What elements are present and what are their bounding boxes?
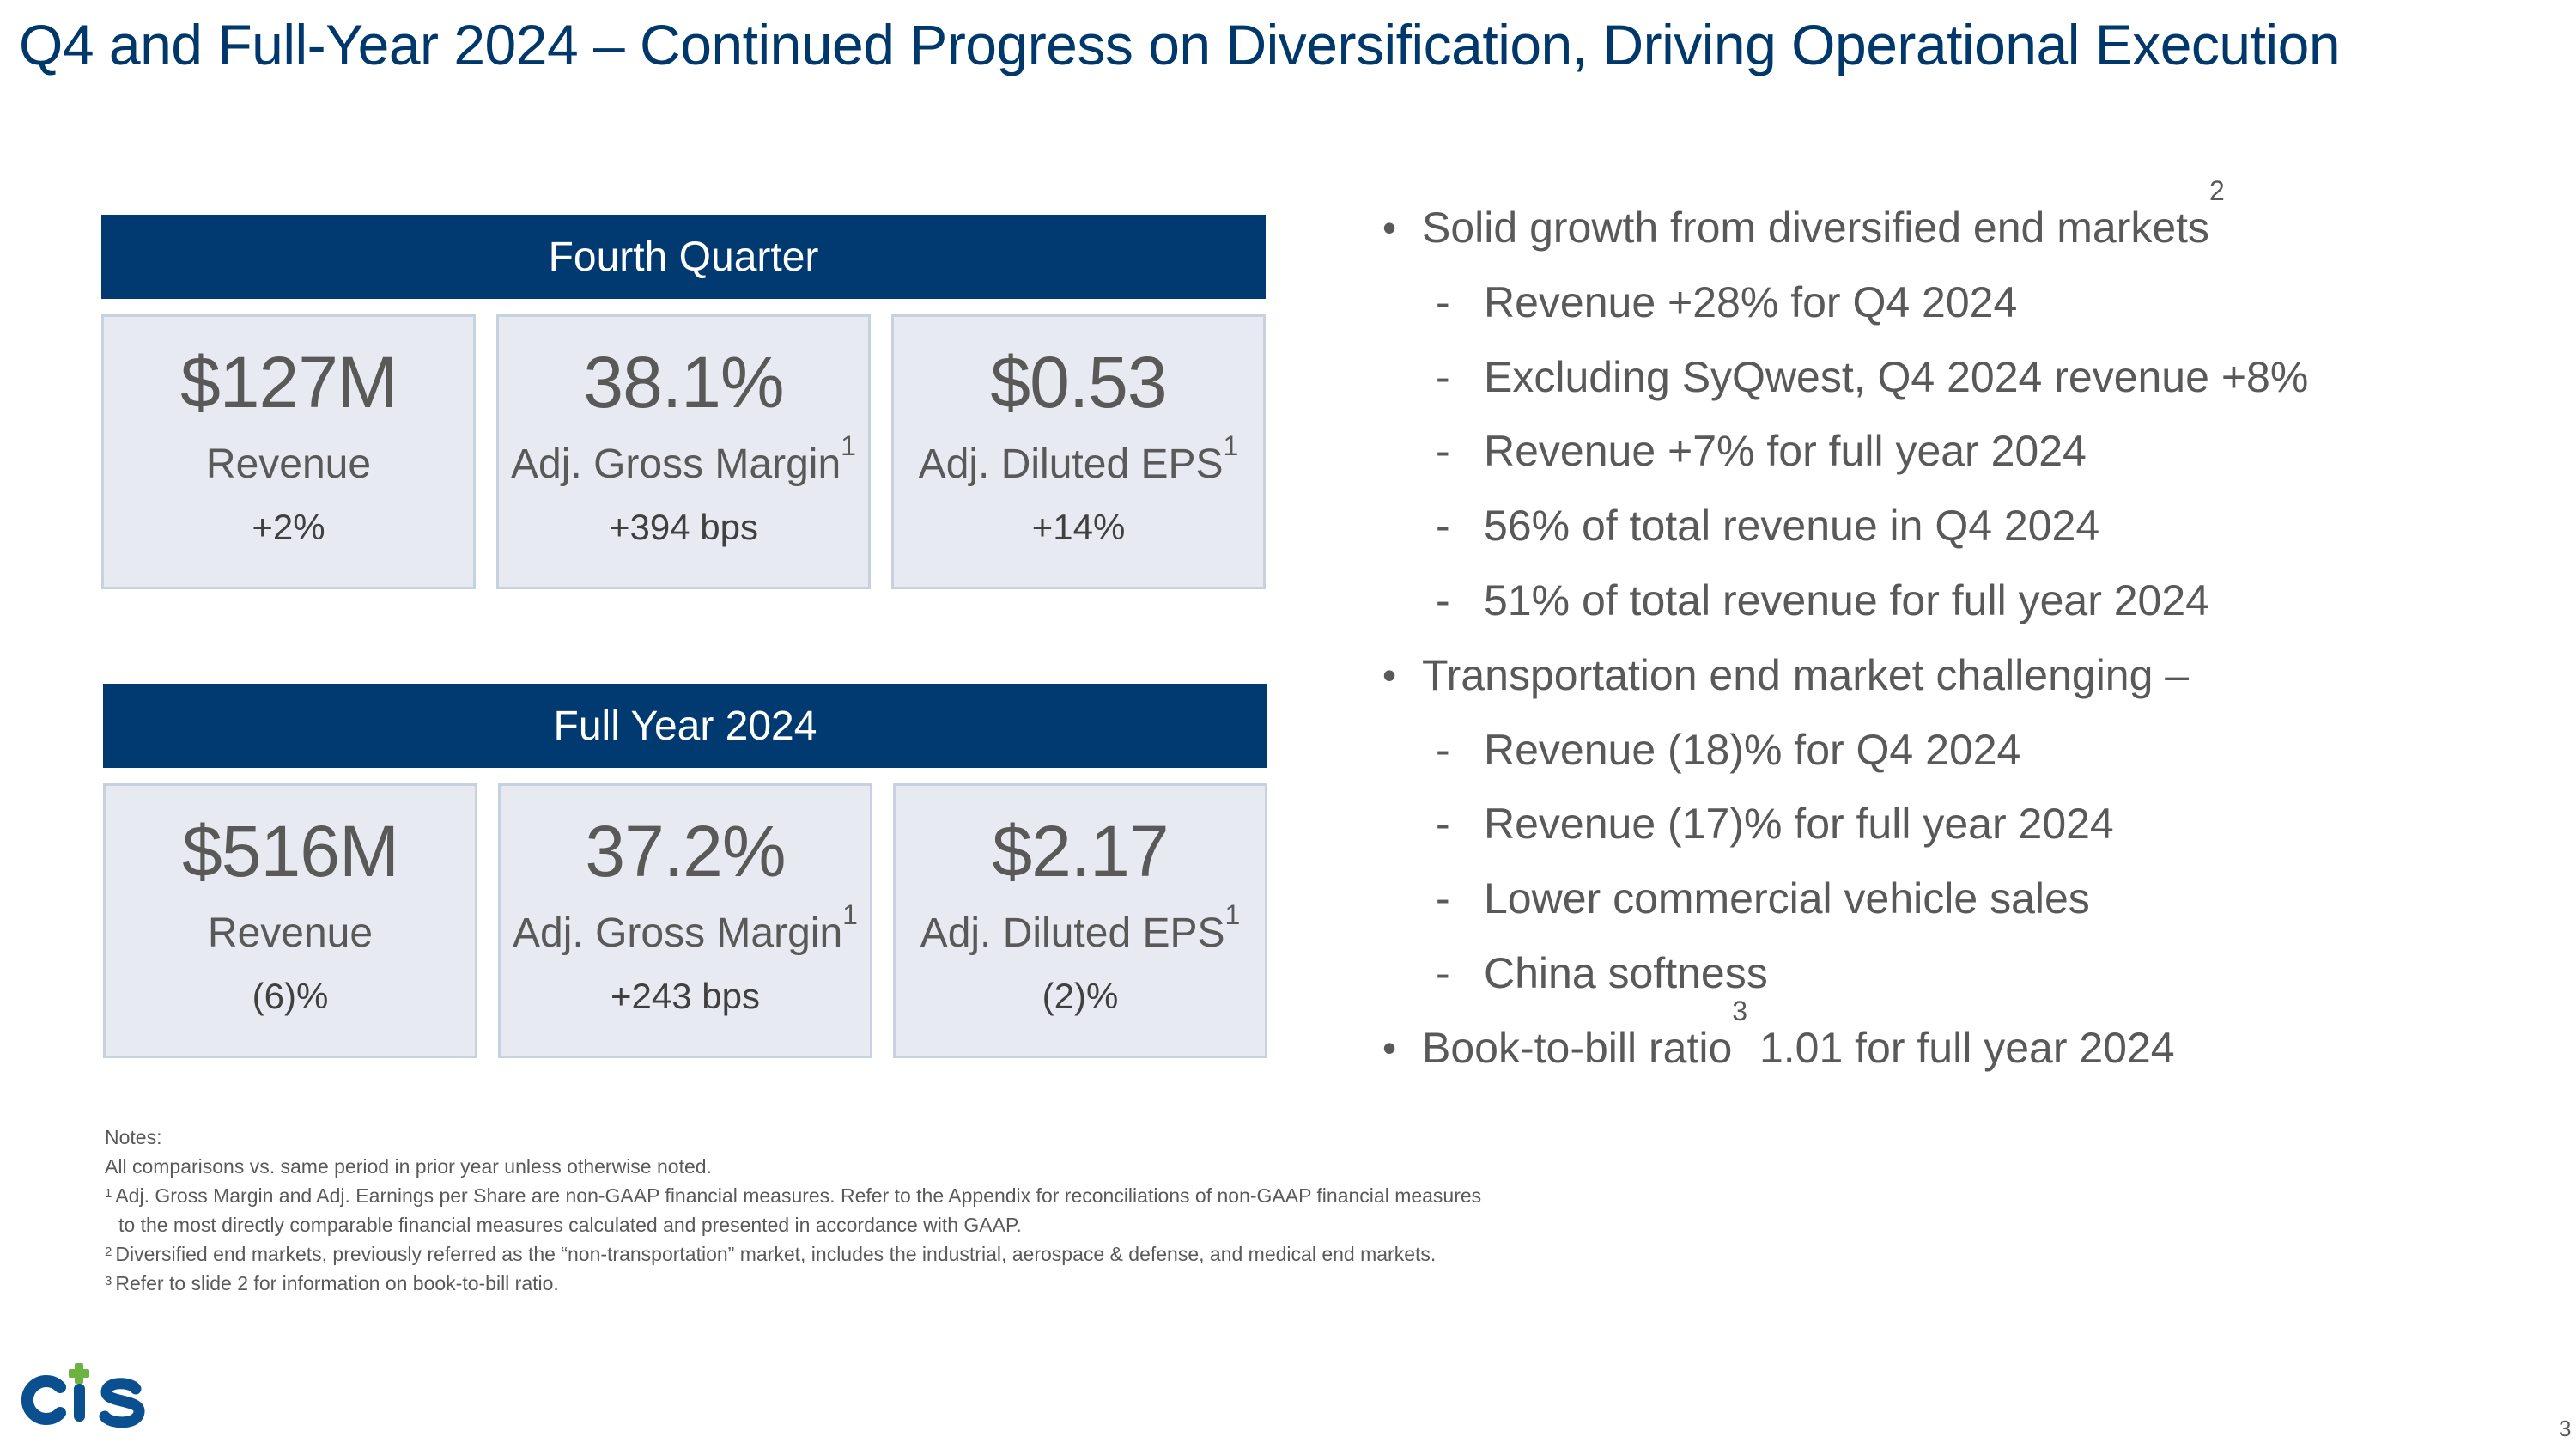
tile-value: $2.17 — [992, 811, 1169, 892]
note-line: All comparisons vs. same period in prior… — [105, 1155, 712, 1178]
bullet-item: Solid growth from diversified end market… — [1382, 177, 2499, 265]
tile-value: $0.53 — [990, 342, 1167, 423]
full-year-panel: Full Year 2024 $516M Revenue (6)% 37.2% … — [103, 684, 1267, 1058]
note-line: 1 Adj. Gross Margin and Adj. Earnings per… — [105, 1184, 1482, 1207]
tile-label: Revenue — [207, 910, 374, 956]
bullet-item: Book-to-bill ratio3 1.01 for full year 2… — [1382, 997, 2499, 1086]
highlights-list: Solid growth from diversified end market… — [1382, 177, 2499, 1086]
logo-c — [21, 1375, 66, 1425]
tile-value: $127M — [180, 342, 398, 423]
sub-bullet-item: Revenue (17)% for full year 2024 — [1382, 787, 2499, 861]
notes-heading: Notes: — [105, 1126, 162, 1148]
footnote-ref: 3 — [1732, 995, 1748, 1026]
sub-bullet-item: Excluding SyQwest, Q4 2024 revenue +8% — [1382, 340, 2499, 415]
tile-value: 38.1% — [583, 342, 784, 423]
note-line: 2 Diversified end markets, previously ref… — [105, 1243, 1437, 1265]
fy-eps-tile: $2.17 Adj. Diluted EPS1 (2)% — [893, 783, 1267, 1058]
tile-change: (2)% — [1042, 976, 1119, 1016]
fy-revenue-tile: $516M Revenue (6)% — [103, 783, 477, 1058]
page-title: Q4 and Full-Year 2024 – Continued Progre… — [19, 13, 2341, 76]
tile-change: (6)% — [252, 976, 329, 1016]
logo-plus-h — [69, 1369, 89, 1378]
tile-label: Adj. Gross Margin1 — [513, 899, 858, 956]
sub-bullet-item: Revenue +28% for Q4 2024 — [1382, 265, 2499, 340]
sub-bullet-item: 56% of total revenue in Q4 2024 — [1382, 489, 2499, 563]
fq-eps-tile: $0.53 Adj. Diluted EPS1 +14% — [891, 314, 1266, 589]
sub-bullet-item: Lower commercial vehicle sales — [1382, 861, 2499, 936]
footnote-ref: 1 — [842, 899, 858, 930]
tile-change: +14% — [1031, 507, 1126, 547]
sub-bullet-item: 51% of total revenue for full year 2024 — [1382, 563, 2499, 638]
fourth-quarter-panel: Fourth Quarter $127M Revenue +2% 38.1% A… — [101, 215, 1266, 589]
sub-bullet-item: China softness — [1382, 936, 2499, 1011]
footnote-ref: 1 — [1224, 899, 1241, 930]
fourth-quarter-header: Fourth Quarter — [101, 215, 1266, 299]
cts-logo — [21, 1363, 145, 1428]
sub-bullet-item: Revenue +7% for full year 2024 — [1382, 414, 2499, 489]
tile-value: $516M — [182, 811, 399, 892]
tile-change: +394 bps — [609, 507, 758, 547]
sub-bullet-item: Revenue (18)% for Q4 2024 — [1382, 713, 2499, 788]
note-line: to the most directly comparable financia… — [118, 1214, 1022, 1236]
note-line: 3 Refer to slide 2 for information on boo… — [105, 1272, 559, 1294]
tile-change: +243 bps — [611, 976, 760, 1016]
logo-s — [99, 1378, 145, 1428]
footnote-ref: 1 — [841, 430, 856, 461]
tile-label: Adj. Diluted EPS1 — [920, 899, 1241, 956]
fq-gross-margin-tile: 38.1% Adj. Gross Margin1 +394 bps — [496, 314, 871, 589]
footnote-ref: 1 — [1223, 430, 1239, 461]
tile-label: Adj. Diluted EPS1 — [918, 430, 1239, 487]
tile-label: Adj. Gross Margin1 — [511, 430, 856, 487]
fy-gross-margin-tile: 37.2% Adj. Gross Margin1 +243 bps — [498, 783, 872, 1058]
footnotes: Notes: All comparisons vs. same period i… — [105, 1123, 1736, 1298]
full-year-header: Full Year 2024 — [103, 684, 1267, 768]
tile-value: 37.2% — [585, 811, 786, 892]
bullet-item: Transportation end market challenging – — [1382, 638, 2499, 713]
logo-t-stem — [74, 1384, 85, 1422]
tile-label: Revenue — [205, 441, 372, 487]
page-number: 3 — [2559, 1416, 2572, 1441]
footnote-ref: 2 — [2209, 175, 2225, 206]
tile-change: +2% — [252, 507, 325, 547]
fq-revenue-tile: $127M Revenue +2% — [101, 314, 476, 589]
